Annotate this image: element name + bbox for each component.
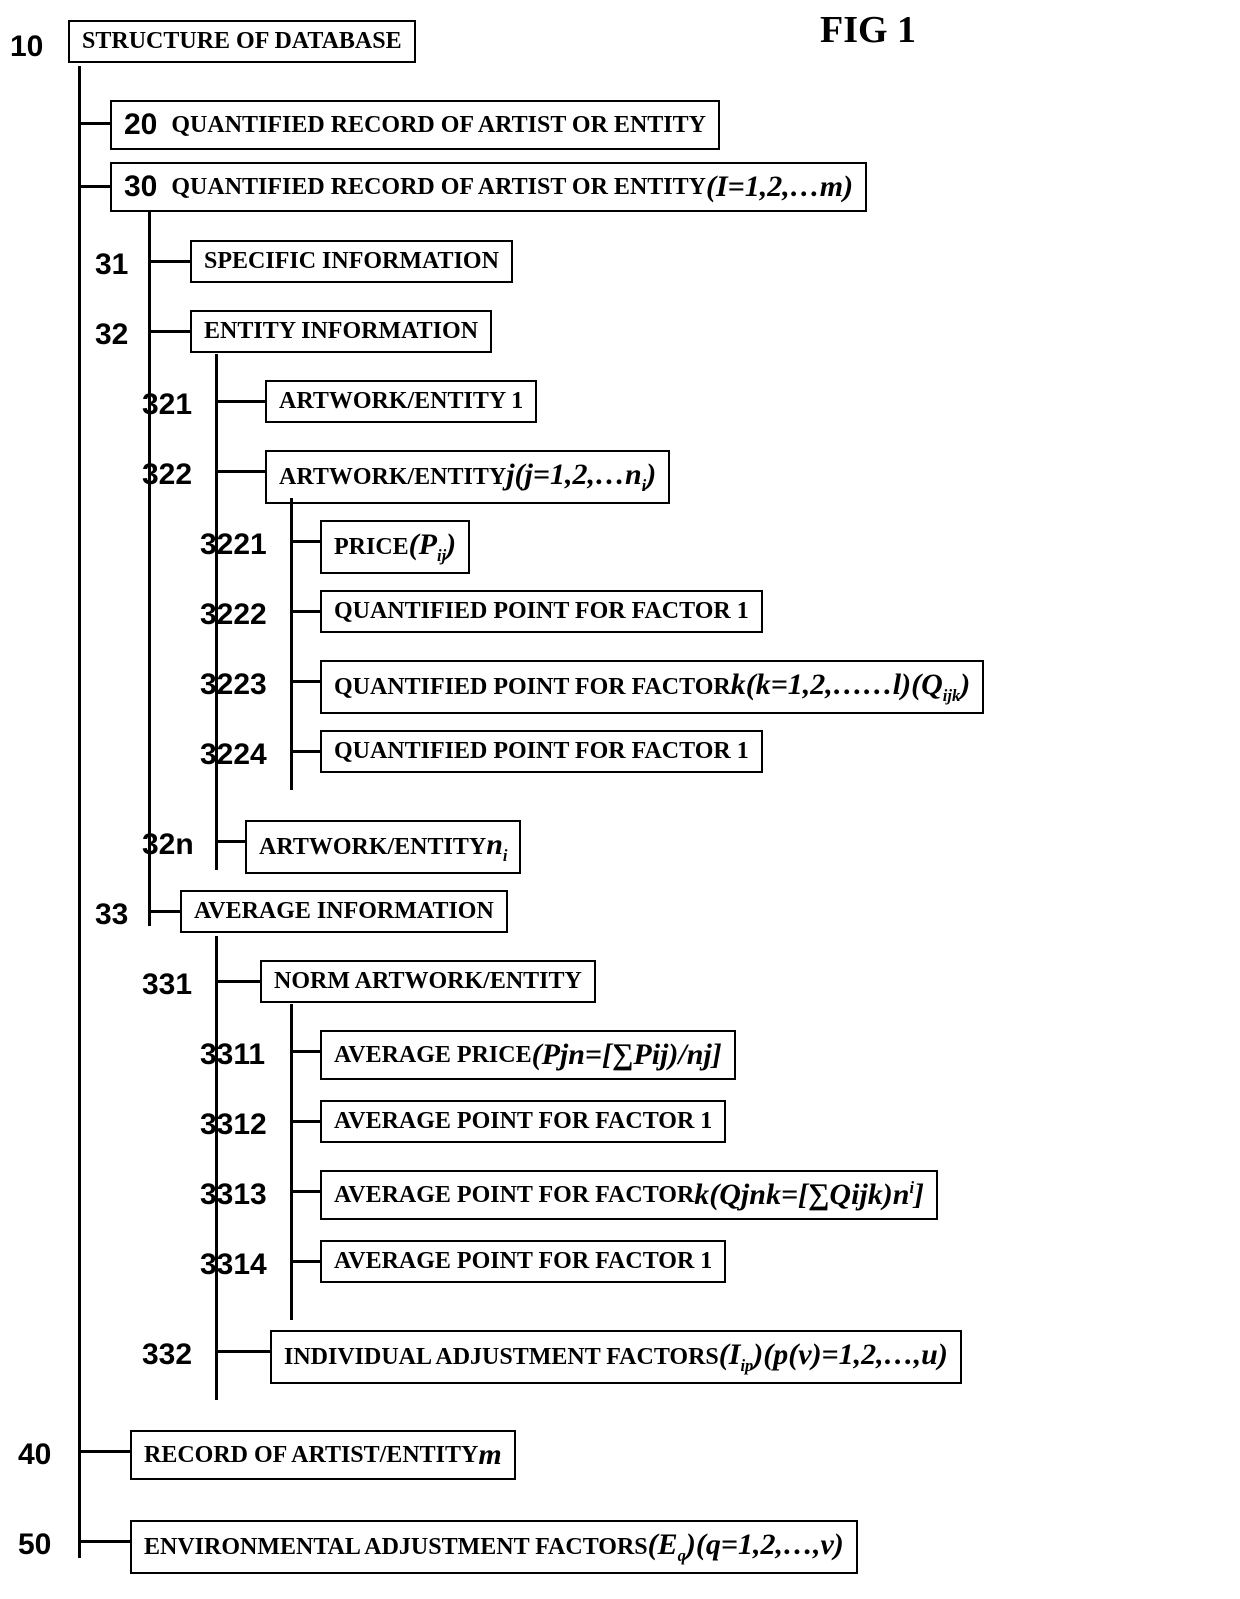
- node-box-3312: AVERAGE POINT FOR FACTOR 1: [320, 1100, 726, 1143]
- node-num-321: 321: [142, 388, 192, 422]
- node-box-10: STRUCTURE OF DATABASE: [68, 20, 416, 63]
- node-box-332: INDIVIDUAL ADJUSTMENT FACTORS (Iip)(p(v)…: [270, 1330, 962, 1384]
- node-label-32: ENTITY INFORMATION: [204, 318, 478, 345]
- node-box-3314: AVERAGE POINT FOR FACTOR 1: [320, 1240, 726, 1283]
- node-num-3224: 3224: [200, 738, 267, 772]
- connector: [215, 470, 265, 473]
- node-num-3222: 3222: [200, 598, 267, 632]
- connector: [290, 1120, 320, 1123]
- node-box-3311: AVERAGE PRICE (Pjn=[∑Pij)/nj]: [320, 1030, 736, 1080]
- node-box-32n: ARTWORK/ENTITY ni: [245, 820, 521, 874]
- node-box-3221: PRICE (Pij): [320, 520, 470, 574]
- node-num-3313: 3313: [200, 1178, 267, 1212]
- node-num-3311: 3311: [200, 1038, 265, 1072]
- connector: [148, 210, 151, 926]
- node-label-40: RECORD OF ARTIST/ENTITY: [144, 1442, 478, 1469]
- node-label-321: ARTWORK/ENTITY 1: [279, 388, 523, 415]
- node-math-3313: k(Qjnk=[∑Qijk)ni]: [694, 1178, 924, 1212]
- node-box-331: NORM ARTWORK/ENTITY: [260, 960, 596, 1003]
- node-label-30: QUANTIFIED RECORD OF ARTIST OR ENTITY: [171, 174, 706, 201]
- node-label-10: STRUCTURE OF DATABASE: [82, 28, 402, 55]
- figure-title: FIG 1: [820, 8, 916, 52]
- node-box-3224: QUANTIFIED POINT FOR FACTOR 1: [320, 730, 763, 773]
- node-num-20: 20: [124, 108, 157, 142]
- node-box-322: ARTWORK/ENTITY j(j=1,2,…ni): [265, 450, 670, 504]
- node-math-40: m: [478, 1438, 501, 1472]
- node-math-3223: k(k=1,2,……l)(Qijk): [731, 668, 971, 706]
- node-num-31: 31: [95, 248, 128, 282]
- node-box-3313: AVERAGE POINT FOR FACTOR k(Qjnk=[∑Qijk)n…: [320, 1170, 938, 1220]
- connector: [290, 750, 320, 753]
- connector: [78, 122, 110, 125]
- connector: [148, 910, 180, 913]
- node-box-32: ENTITY INFORMATION: [190, 310, 492, 353]
- node-num-3312: 3312: [200, 1108, 267, 1142]
- node-math-50: (Eq)(q=1,2,…,v): [648, 1528, 844, 1566]
- connector: [290, 680, 320, 683]
- connector: [290, 540, 320, 543]
- node-num-10: 10: [10, 30, 43, 64]
- node-num-33: 33: [95, 898, 128, 932]
- node-label-322: ARTWORK/ENTITY: [279, 464, 506, 491]
- connector: [290, 610, 320, 613]
- connector: [215, 840, 245, 843]
- connector: [215, 980, 260, 983]
- connector: [148, 330, 190, 333]
- node-box-3222: QUANTIFIED POINT FOR FACTOR 1: [320, 590, 763, 633]
- node-label-33: AVERAGE INFORMATION: [194, 898, 494, 925]
- node-label-332: INDIVIDUAL ADJUSTMENT FACTORS: [284, 1344, 719, 1371]
- connector: [215, 400, 265, 403]
- node-label-31: SPECIFIC INFORMATION: [204, 248, 499, 275]
- node-label-331: NORM ARTWORK/ENTITY: [274, 968, 582, 995]
- node-label-3222: QUANTIFIED POINT FOR FACTOR 1: [334, 598, 749, 625]
- node-label-3311: AVERAGE PRICE: [334, 1042, 532, 1069]
- node-num-40: 40: [18, 1438, 51, 1472]
- node-num-3221: 3221: [200, 528, 267, 562]
- node-math-332: (Iip)(p(v)=1,2,…,u): [719, 1338, 948, 1376]
- connector: [78, 1450, 130, 1453]
- node-box-30: 30 QUANTIFIED RECORD OF ARTIST OR ENTITY…: [110, 162, 867, 212]
- node-label-3224: QUANTIFIED POINT FOR FACTOR 1: [334, 738, 749, 765]
- node-box-40: RECORD OF ARTIST/ENTITY m: [130, 1430, 516, 1480]
- connector: [215, 936, 218, 1400]
- node-label-3312: AVERAGE POINT FOR FACTOR 1: [334, 1108, 712, 1135]
- connector: [78, 1540, 130, 1543]
- node-label-3221: PRICE: [334, 534, 409, 561]
- node-num-30: 30: [124, 170, 157, 204]
- node-num-331: 331: [142, 968, 192, 1002]
- node-num-332: 332: [142, 1338, 192, 1372]
- connector: [78, 185, 110, 188]
- node-label-32n: ARTWORK/ENTITY: [259, 834, 486, 861]
- node-math-32n: ni: [486, 828, 507, 866]
- node-num-322: 322: [142, 458, 192, 492]
- node-label-3314: AVERAGE POINT FOR FACTOR 1: [334, 1248, 712, 1275]
- connector: [215, 1350, 270, 1353]
- node-label-50: ENVIRONMENTAL ADJUSTMENT FACTORS: [144, 1534, 648, 1561]
- node-box-3223: QUANTIFIED POINT FOR FACTOR k(k=1,2,……l)…: [320, 660, 984, 714]
- node-box-31: SPECIFIC INFORMATION: [190, 240, 513, 283]
- node-num-32n: 32n: [142, 828, 194, 862]
- node-box-50: ENVIRONMENTAL ADJUSTMENT FACTORS (Eq)(q=…: [130, 1520, 858, 1574]
- node-math-30: (I=1,2,…m): [706, 170, 853, 204]
- connector: [290, 1190, 320, 1193]
- node-box-33: AVERAGE INFORMATION: [180, 890, 508, 933]
- node-math-3311: (Pjn=[∑Pij)/nj]: [532, 1038, 722, 1072]
- node-num-3223: 3223: [200, 668, 267, 702]
- node-label-3223: QUANTIFIED POINT FOR FACTOR: [334, 674, 731, 701]
- node-num-32: 32: [95, 318, 128, 352]
- node-label-20: QUANTIFIED RECORD OF ARTIST OR ENTITY: [171, 112, 706, 139]
- node-math-3221: (Pij): [409, 528, 457, 566]
- node-num-50: 50: [18, 1528, 51, 1562]
- connector: [290, 1050, 320, 1053]
- node-box-321: ARTWORK/ENTITY 1: [265, 380, 537, 423]
- connector: [290, 1260, 320, 1263]
- connector: [148, 260, 190, 263]
- connector: [78, 66, 81, 1558]
- node-box-20: 20 QUANTIFIED RECORD OF ARTIST OR ENTITY: [110, 100, 720, 150]
- node-label-3313: AVERAGE POINT FOR FACTOR: [334, 1182, 694, 1209]
- node-math-322: j(j=1,2,…ni): [506, 458, 656, 496]
- node-num-3314: 3314: [200, 1248, 267, 1282]
- diagram-page: FIG 1 10 STRUCTURE OF DATABASE 20 QUANTI…: [0, 0, 1240, 1599]
